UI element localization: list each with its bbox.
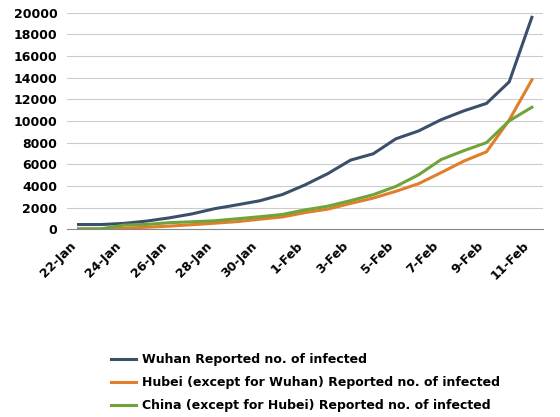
China (except for Hubei) Reported no. of infected bbox=[166, 220, 172, 225]
Wuhan Reported no. of infected bbox=[483, 101, 490, 106]
Wuhan Reported no. of infected bbox=[302, 182, 309, 187]
China (except for Hubei) Reported no. of infected bbox=[75, 226, 82, 231]
China (except for Hubei) Reported no. of infected bbox=[415, 172, 422, 177]
China (except for Hubei) Reported no. of infected bbox=[506, 118, 512, 123]
China (except for Hubei) Reported no. of infected bbox=[256, 214, 263, 219]
Hubei (except for Wuhan) Reported no. of infected bbox=[234, 219, 241, 224]
Hubei (except for Wuhan) Reported no. of infected bbox=[256, 217, 263, 222]
Wuhan Reported no. of infected bbox=[506, 79, 512, 84]
Wuhan Reported no. of infected bbox=[98, 222, 105, 227]
Wuhan Reported no. of infected bbox=[393, 136, 399, 141]
Line: Wuhan Reported no. of infected: Wuhan Reported no. of infected bbox=[78, 17, 532, 224]
Wuhan Reported no. of infected bbox=[234, 202, 241, 207]
Wuhan Reported no. of infected bbox=[189, 211, 195, 216]
Line: China (except for Hubei) Reported no. of infected: China (except for Hubei) Reported no. of… bbox=[78, 107, 532, 229]
Hubei (except for Wuhan) Reported no. of infected bbox=[347, 201, 354, 206]
Wuhan Reported no. of infected bbox=[347, 158, 354, 163]
Wuhan Reported no. of infected bbox=[415, 128, 422, 133]
Hubei (except for Wuhan) Reported no. of infected bbox=[302, 210, 309, 215]
China (except for Hubei) Reported no. of infected bbox=[438, 157, 445, 162]
Legend: Wuhan Reported no. of infected, Hubei (except for Wuhan) Reported no. of infecte: Wuhan Reported no. of infected, Hubei (e… bbox=[106, 348, 505, 417]
Wuhan Reported no. of infected bbox=[324, 171, 331, 176]
China (except for Hubei) Reported no. of infected bbox=[324, 203, 331, 208]
Hubei (except for Wuhan) Reported no. of infected bbox=[415, 181, 422, 186]
Wuhan Reported no. of infected bbox=[438, 117, 445, 122]
Wuhan Reported no. of infected bbox=[166, 215, 172, 220]
China (except for Hubei) Reported no. of infected bbox=[189, 219, 195, 224]
China (except for Hubei) Reported no. of infected bbox=[347, 198, 354, 203]
Wuhan Reported no. of infected bbox=[143, 219, 150, 224]
Wuhan Reported no. of infected bbox=[370, 151, 376, 156]
Hubei (except for Wuhan) Reported no. of infected bbox=[211, 221, 218, 226]
Wuhan Reported no. of infected bbox=[211, 206, 218, 211]
Wuhan Reported no. of infected bbox=[256, 198, 263, 203]
Line: Hubei (except for Wuhan) Reported no. of infected: Hubei (except for Wuhan) Reported no. of… bbox=[78, 80, 532, 229]
China (except for Hubei) Reported no. of infected bbox=[370, 192, 376, 197]
Wuhan Reported no. of infected bbox=[529, 15, 535, 20]
China (except for Hubei) Reported no. of infected bbox=[211, 218, 218, 223]
Hubei (except for Wuhan) Reported no. of infected bbox=[189, 222, 195, 227]
Hubei (except for Wuhan) Reported no. of infected bbox=[529, 78, 535, 83]
Hubei (except for Wuhan) Reported no. of infected bbox=[279, 214, 286, 219]
Hubei (except for Wuhan) Reported no. of infected bbox=[143, 225, 150, 230]
Wuhan Reported no. of infected bbox=[460, 108, 467, 113]
Wuhan Reported no. of infected bbox=[120, 221, 127, 226]
Hubei (except for Wuhan) Reported no. of infected bbox=[166, 224, 172, 229]
China (except for Hubei) Reported no. of infected bbox=[529, 105, 535, 110]
China (except for Hubei) Reported no. of infected bbox=[302, 207, 309, 212]
China (except for Hubei) Reported no. of infected bbox=[234, 216, 241, 221]
China (except for Hubei) Reported no. of infected bbox=[279, 212, 286, 217]
China (except for Hubei) Reported no. of infected bbox=[143, 222, 150, 227]
Hubei (except for Wuhan) Reported no. of infected bbox=[370, 196, 376, 201]
Hubei (except for Wuhan) Reported no. of infected bbox=[98, 226, 105, 231]
Hubei (except for Wuhan) Reported no. of infected bbox=[393, 189, 399, 194]
Hubei (except for Wuhan) Reported no. of infected bbox=[120, 226, 127, 231]
China (except for Hubei) Reported no. of infected bbox=[460, 148, 467, 153]
Hubei (except for Wuhan) Reported no. of infected bbox=[324, 206, 331, 211]
China (except for Hubei) Reported no. of infected bbox=[98, 226, 105, 231]
China (except for Hubei) Reported no. of infected bbox=[120, 223, 127, 228]
Hubei (except for Wuhan) Reported no. of infected bbox=[483, 149, 490, 154]
China (except for Hubei) Reported no. of infected bbox=[483, 140, 490, 145]
Wuhan Reported no. of infected bbox=[279, 192, 286, 197]
China (except for Hubei) Reported no. of infected bbox=[393, 184, 399, 189]
Hubei (except for Wuhan) Reported no. of infected bbox=[460, 158, 467, 163]
Hubei (except for Wuhan) Reported no. of infected bbox=[506, 118, 512, 123]
Hubei (except for Wuhan) Reported no. of infected bbox=[75, 226, 82, 231]
Wuhan Reported no. of infected bbox=[75, 222, 82, 227]
Hubei (except for Wuhan) Reported no. of infected bbox=[438, 170, 445, 175]
